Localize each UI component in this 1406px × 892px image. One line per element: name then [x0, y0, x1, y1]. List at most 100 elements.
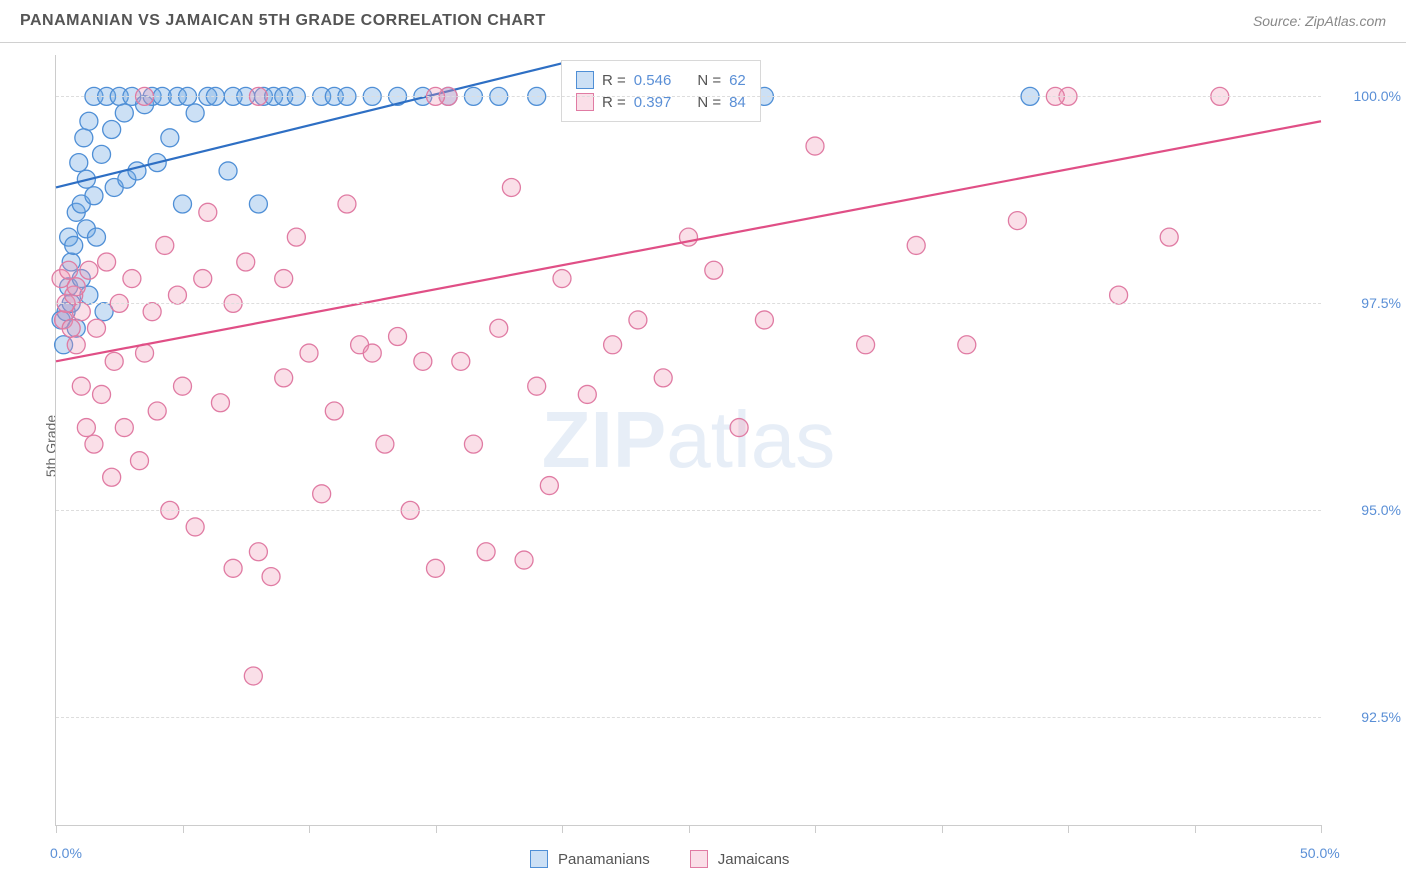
data-point	[148, 402, 166, 420]
stats-row-jamaicans: R = 0.397 N = 84	[576, 91, 746, 113]
data-point	[67, 278, 85, 296]
data-point	[1008, 212, 1026, 230]
data-point	[515, 551, 533, 569]
plot-area: ZIPatlas R = 0.546 N = 62 R = 0.397 N = …	[55, 55, 1321, 826]
data-point	[85, 187, 103, 205]
data-point	[65, 236, 83, 254]
data-point	[85, 435, 103, 453]
data-point	[237, 253, 255, 271]
data-point	[70, 154, 88, 172]
data-point	[103, 468, 121, 486]
x-tick	[562, 825, 563, 833]
x-tick	[1321, 825, 1322, 833]
data-point	[477, 543, 495, 561]
stats-legend: R = 0.546 N = 62 R = 0.397 N = 84	[561, 60, 761, 122]
x-tick	[56, 825, 57, 833]
legend-item-jamaicans: Jamaicans	[690, 848, 790, 870]
data-point	[325, 402, 343, 420]
data-point	[77, 419, 95, 437]
data-point	[540, 477, 558, 495]
trend-line	[56, 63, 562, 187]
series-legend: Panamanians Jamaicans	[530, 848, 789, 870]
data-point	[857, 336, 875, 354]
gridline	[56, 96, 1321, 97]
data-point	[115, 104, 133, 122]
x-tick	[183, 825, 184, 833]
data-point	[287, 228, 305, 246]
legend-item-panamanians: Panamanians	[530, 848, 650, 870]
data-point	[907, 236, 925, 254]
n-value-panamanians[interactable]: 62	[729, 72, 746, 89]
x-tick	[436, 825, 437, 833]
data-point	[211, 394, 229, 412]
chart-header: PANAMANIAN VS JAMAICAN 5TH GRADE CORRELA…	[0, 0, 1406, 43]
data-point	[75, 129, 93, 147]
data-point	[427, 559, 445, 577]
trend-line	[56, 121, 1321, 361]
data-point	[528, 377, 546, 395]
data-point	[143, 303, 161, 321]
data-point	[219, 162, 237, 180]
data-point	[93, 145, 111, 163]
x-tick	[689, 825, 690, 833]
x-tick	[1195, 825, 1196, 833]
x-tick	[1068, 825, 1069, 833]
x-tick	[815, 825, 816, 833]
data-point	[376, 435, 394, 453]
gridline	[56, 510, 1321, 511]
data-point	[80, 112, 98, 130]
data-point	[80, 261, 98, 279]
data-point	[313, 485, 331, 503]
data-point	[67, 336, 85, 354]
data-point	[755, 311, 773, 329]
data-point	[249, 195, 267, 213]
data-point	[338, 195, 356, 213]
data-point	[806, 137, 824, 155]
data-point	[186, 518, 204, 536]
y-tick-label: 95.0%	[1361, 502, 1401, 518]
data-point	[224, 559, 242, 577]
data-point	[103, 121, 121, 139]
data-point	[464, 435, 482, 453]
x-tick	[942, 825, 943, 833]
swatch-jamaicans-bottom	[690, 850, 708, 868]
chart-svg	[56, 55, 1321, 825]
data-point	[958, 336, 976, 354]
data-point	[490, 319, 508, 337]
data-point	[414, 352, 432, 370]
data-point	[161, 129, 179, 147]
chart-source: Source: ZipAtlas.com	[1253, 13, 1386, 29]
data-point	[105, 352, 123, 370]
data-point	[1110, 286, 1128, 304]
data-point	[168, 286, 186, 304]
data-point	[98, 253, 116, 271]
data-point	[249, 543, 267, 561]
x-tick-label-min: 0.0%	[50, 845, 82, 861]
data-point	[275, 270, 293, 288]
data-point	[389, 328, 407, 346]
data-point	[300, 344, 318, 362]
chart-container: PANAMANIAN VS JAMAICAN 5TH GRADE CORRELA…	[0, 0, 1406, 892]
stats-row-panamanians: R = 0.546 N = 62	[576, 69, 746, 91]
data-point	[199, 203, 217, 221]
data-point	[93, 385, 111, 403]
data-point	[87, 319, 105, 337]
data-point	[604, 336, 622, 354]
data-point	[502, 178, 520, 196]
n-label: N =	[697, 72, 721, 89]
data-point	[174, 377, 192, 395]
gridline	[56, 717, 1321, 718]
data-point	[123, 270, 141, 288]
data-point	[363, 344, 381, 362]
data-point	[115, 419, 133, 437]
data-point	[1160, 228, 1178, 246]
data-point	[553, 270, 571, 288]
chart-title: PANAMANIAN VS JAMAICAN 5TH GRADE CORRELA…	[20, 12, 546, 30]
legend-label-jamaicans: Jamaicans	[718, 851, 790, 868]
legend-label-panamanians: Panamanians	[558, 851, 650, 868]
r-value-panamanians[interactable]: 0.546	[634, 72, 672, 89]
swatch-panamanians	[576, 71, 594, 89]
swatch-panamanians-bottom	[530, 850, 548, 868]
data-point	[275, 369, 293, 387]
data-point	[262, 568, 280, 586]
